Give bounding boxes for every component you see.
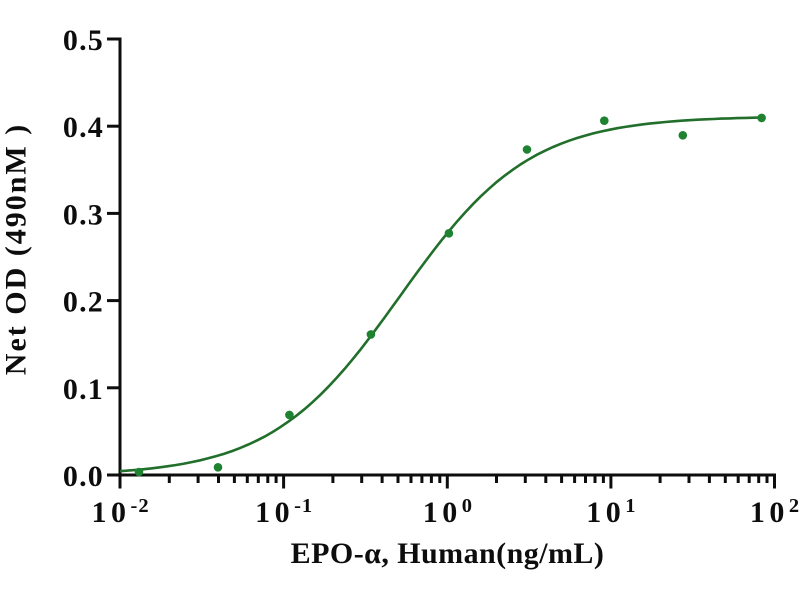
svg-text:10-2: 10-2 [92, 495, 150, 529]
svg-text:0.5: 0.5 [63, 24, 104, 57]
svg-text:0.1: 0.1 [63, 373, 104, 406]
svg-text:EPO-α, Human(ng/mL): EPO-α, Human(ng/mL) [291, 537, 605, 570]
svg-text:0.3: 0.3 [63, 198, 104, 231]
svg-text:Net OD (490nM ): Net OD (490nM ) [0, 123, 33, 375]
svg-text:0.2: 0.2 [63, 286, 104, 319]
svg-text:101: 101 [586, 495, 636, 529]
svg-text:0.4: 0.4 [63, 111, 104, 144]
svg-text:0.0: 0.0 [63, 460, 104, 493]
